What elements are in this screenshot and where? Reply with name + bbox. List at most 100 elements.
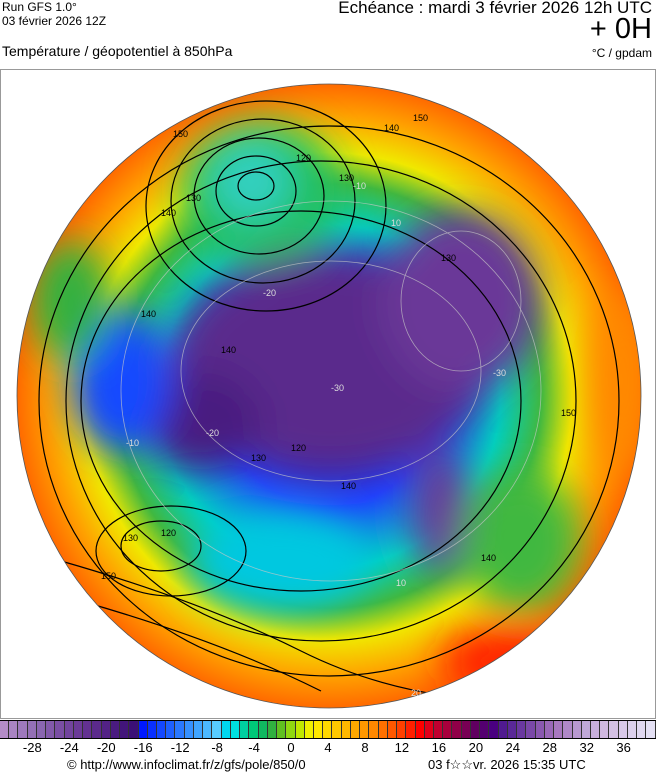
run-date: 03 février 2026 12Z [2,14,107,28]
tick-label: -16 [133,740,153,755]
tick-label: 12 [394,740,410,755]
color-swatch [572,721,582,738]
tick-label: 24 [505,740,521,755]
color-swatch [240,721,250,738]
contour-label: 120 [161,528,176,538]
color-swatch [600,721,610,738]
color-swatch [92,721,102,738]
tick-label: 28 [542,740,557,755]
isotherm-label: -10 [126,438,139,448]
color-swatch [138,721,148,738]
units-label: °C / gpdam [591,46,652,60]
color-swatch [193,721,204,738]
color-swatch [295,721,305,738]
contour-label: 140 [161,208,176,218]
color-swatch [563,721,573,738]
color-swatch [166,721,176,738]
polar-map: 150 140 130 120 140 130 150 140 130 120 … [16,83,642,709]
isotherm-label: -20 [263,288,276,298]
color-swatch [452,721,462,738]
tick-label: -8 [211,740,223,755]
isotherm-labels: -10 10 -20 -30 -30 -20 -10 20 10 [126,181,506,698]
copyright-link[interactable]: © http://www.infoclimat.fr/z/gfs/pole/85… [67,757,306,772]
color-swatch [489,721,499,738]
tick-label: -4 [248,740,260,755]
color-swatch [9,721,19,738]
color-scale-ticks: -28 -24 -20 -16 -12 -8 -4 0 4 8 12 16 20 24 28 32 36 [0,740,656,756]
color-swatch [27,721,37,738]
isotherm-label: -10 [353,181,366,191]
contour-label: 150 [101,571,116,581]
color-swatch [304,721,314,738]
color-swatch [480,721,490,738]
color-swatch [83,721,93,738]
color-swatch [55,721,65,738]
tick-label: -28 [22,740,42,755]
contour-label: 130 [339,173,354,183]
color-swatch [443,721,453,738]
color-swatch [36,721,47,738]
tick-label: -24 [59,740,79,755]
color-scale [0,720,656,739]
color-swatch [286,721,296,738]
color-swatch [46,721,56,738]
color-swatch [129,721,139,738]
color-swatch [120,721,130,738]
color-swatch [73,721,84,738]
tick-label: 32 [579,740,594,755]
color-swatch [434,721,444,738]
contour-label: 130 [123,533,138,543]
color-swatch [646,721,656,738]
color-swatch [535,721,545,738]
color-swatch [277,721,287,738]
color-swatch [609,721,619,738]
isotherm-label: 10 [396,578,406,588]
contour-label: 140 [221,345,236,355]
color-swatch [249,721,259,738]
contour-label: 140 [141,309,156,319]
contour-label: 140 [481,553,496,563]
color-swatch [507,721,518,738]
geopotential-contours [38,100,620,702]
contour-label: 130 [186,193,201,203]
contour-label: 130 [251,453,266,463]
color-swatch [378,721,388,738]
isotherm-label: 10 [391,218,401,228]
tick-label: 36 [616,740,631,755]
contour-label: 140 [341,481,356,491]
generated-timestamp: 03 f☆☆vr. 2026 15:35 UTC [428,757,586,772]
contour-label: 120 [296,153,311,163]
color-swatch [18,721,28,738]
map-frame: 150 140 130 120 140 130 150 140 130 120 … [0,69,656,719]
color-swatch [203,721,213,738]
color-swatch [101,721,111,738]
color-swatch [387,721,398,738]
color-swatch [498,721,508,738]
parameter-title: Température / géopotentiel à 850hPa [2,43,233,59]
color-swatch [221,721,231,738]
isotherm-label: -30 [493,368,506,378]
contour-label: 150 [413,113,428,123]
color-swatch [110,721,121,738]
isotherm-contours [120,200,542,582]
color-swatch [627,721,638,738]
color-swatch [0,721,10,738]
color-swatch [424,721,435,738]
color-swatch [313,721,324,738]
color-swatch [350,721,361,738]
color-swatch [517,721,527,738]
color-swatch [554,721,564,738]
tick-label: 0 [287,740,295,755]
color-swatch [461,721,471,738]
color-swatch [581,721,591,738]
color-swatch [544,721,555,738]
color-swatch [332,721,342,738]
color-swatch [406,721,416,738]
forecast-lead-time: + 0H [589,13,652,45]
tick-label: 4 [324,740,332,755]
color-swatch [212,721,222,738]
color-swatch [156,721,167,738]
contour-label: 120 [291,443,306,453]
run-label: Run GFS 1.0° [2,0,77,14]
tick-label: -12 [170,740,190,755]
